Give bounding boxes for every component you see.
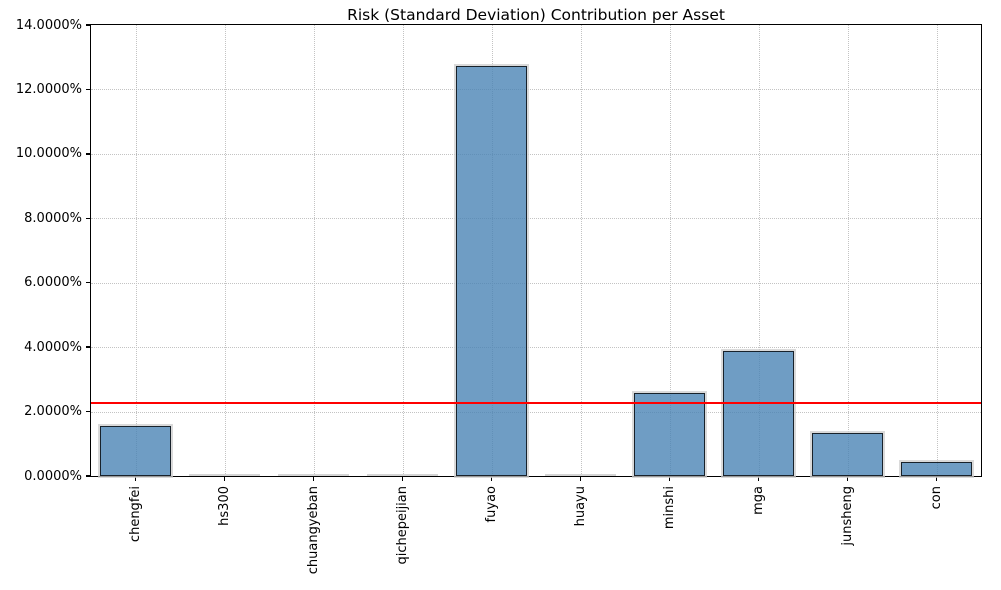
x-gridline — [580, 25, 582, 476]
y-tick-mark — [86, 475, 90, 477]
x-tick-mark — [668, 477, 671, 481]
x-tick-mark — [223, 477, 226, 481]
x-tick-mark — [490, 477, 493, 481]
y-tick-mark — [86, 282, 90, 284]
x-tick-mark — [757, 477, 760, 481]
y-gridline — [91, 282, 981, 284]
x-gridline — [936, 25, 938, 476]
y-tick-label: 8.0000% — [24, 210, 82, 226]
reference-line — [91, 401, 981, 405]
x-tick-mark — [935, 477, 938, 481]
y-gridline — [91, 218, 981, 220]
x-tick-label: fuyao — [483, 486, 499, 523]
y-tick-mark — [86, 88, 90, 91]
x-tick-mark — [312, 477, 315, 481]
x-tick-label: con — [928, 486, 944, 510]
bar-hs300 — [188, 473, 261, 476]
y-tick-mark — [86, 153, 90, 155]
y-tick-mark — [86, 217, 90, 219]
x-gridline — [313, 25, 315, 476]
y-tick-label: 6.0000% — [24, 275, 82, 291]
x-tick-mark — [134, 477, 137, 481]
plot-area — [90, 24, 982, 477]
x-tick-label: hs300 — [216, 486, 232, 526]
y-gridline — [91, 153, 981, 155]
x-tick-label: chengfei — [127, 486, 143, 543]
x-tick-label: minshi — [661, 486, 677, 530]
x-tick-label: qichepeijian — [394, 486, 410, 565]
x-tick-label: mga — [750, 486, 766, 515]
x-gridline — [847, 25, 849, 476]
y-gridline — [91, 347, 981, 349]
x-gridline — [135, 25, 137, 476]
bar-con — [900, 462, 973, 476]
y-tick-mark — [86, 346, 90, 348]
bar-qichepeijian — [366, 473, 439, 476]
bar-minshi — [633, 393, 706, 476]
y-tick-label: 4.0000% — [24, 339, 82, 355]
y-tick-mark — [86, 410, 90, 413]
x-gridline — [402, 25, 404, 476]
x-gridline — [758, 25, 760, 476]
y-gridline — [91, 411, 981, 413]
x-gridline — [669, 25, 671, 476]
chart-title: Risk (Standard Deviation) Contribution p… — [347, 6, 725, 24]
y-tick-mark — [86, 24, 90, 26]
bar-chengfei — [99, 425, 172, 476]
bar-mga — [722, 350, 795, 476]
x-tick-label: junsheng — [839, 486, 855, 546]
y-tick-label: 10.0000% — [15, 146, 82, 162]
y-tick-label: 14.0000% — [15, 17, 82, 33]
bar-junsheng — [811, 432, 884, 476]
y-tick-label: 2.0000% — [24, 404, 82, 420]
bar-fuyao — [455, 65, 528, 476]
x-gridline — [224, 25, 226, 476]
x-tick-mark — [846, 477, 849, 481]
x-tick-label: huayu — [572, 486, 588, 527]
y-tick-label: 12.0000% — [15, 81, 82, 97]
x-tick-label: chuangyeban — [305, 486, 321, 575]
bar-chuangyeban — [277, 473, 350, 476]
x-tick-mark — [579, 477, 582, 481]
y-tick-label: 0.0000% — [24, 468, 82, 484]
y-gridline — [91, 89, 981, 91]
x-tick-mark — [401, 477, 404, 481]
bar-huayu — [544, 473, 617, 476]
